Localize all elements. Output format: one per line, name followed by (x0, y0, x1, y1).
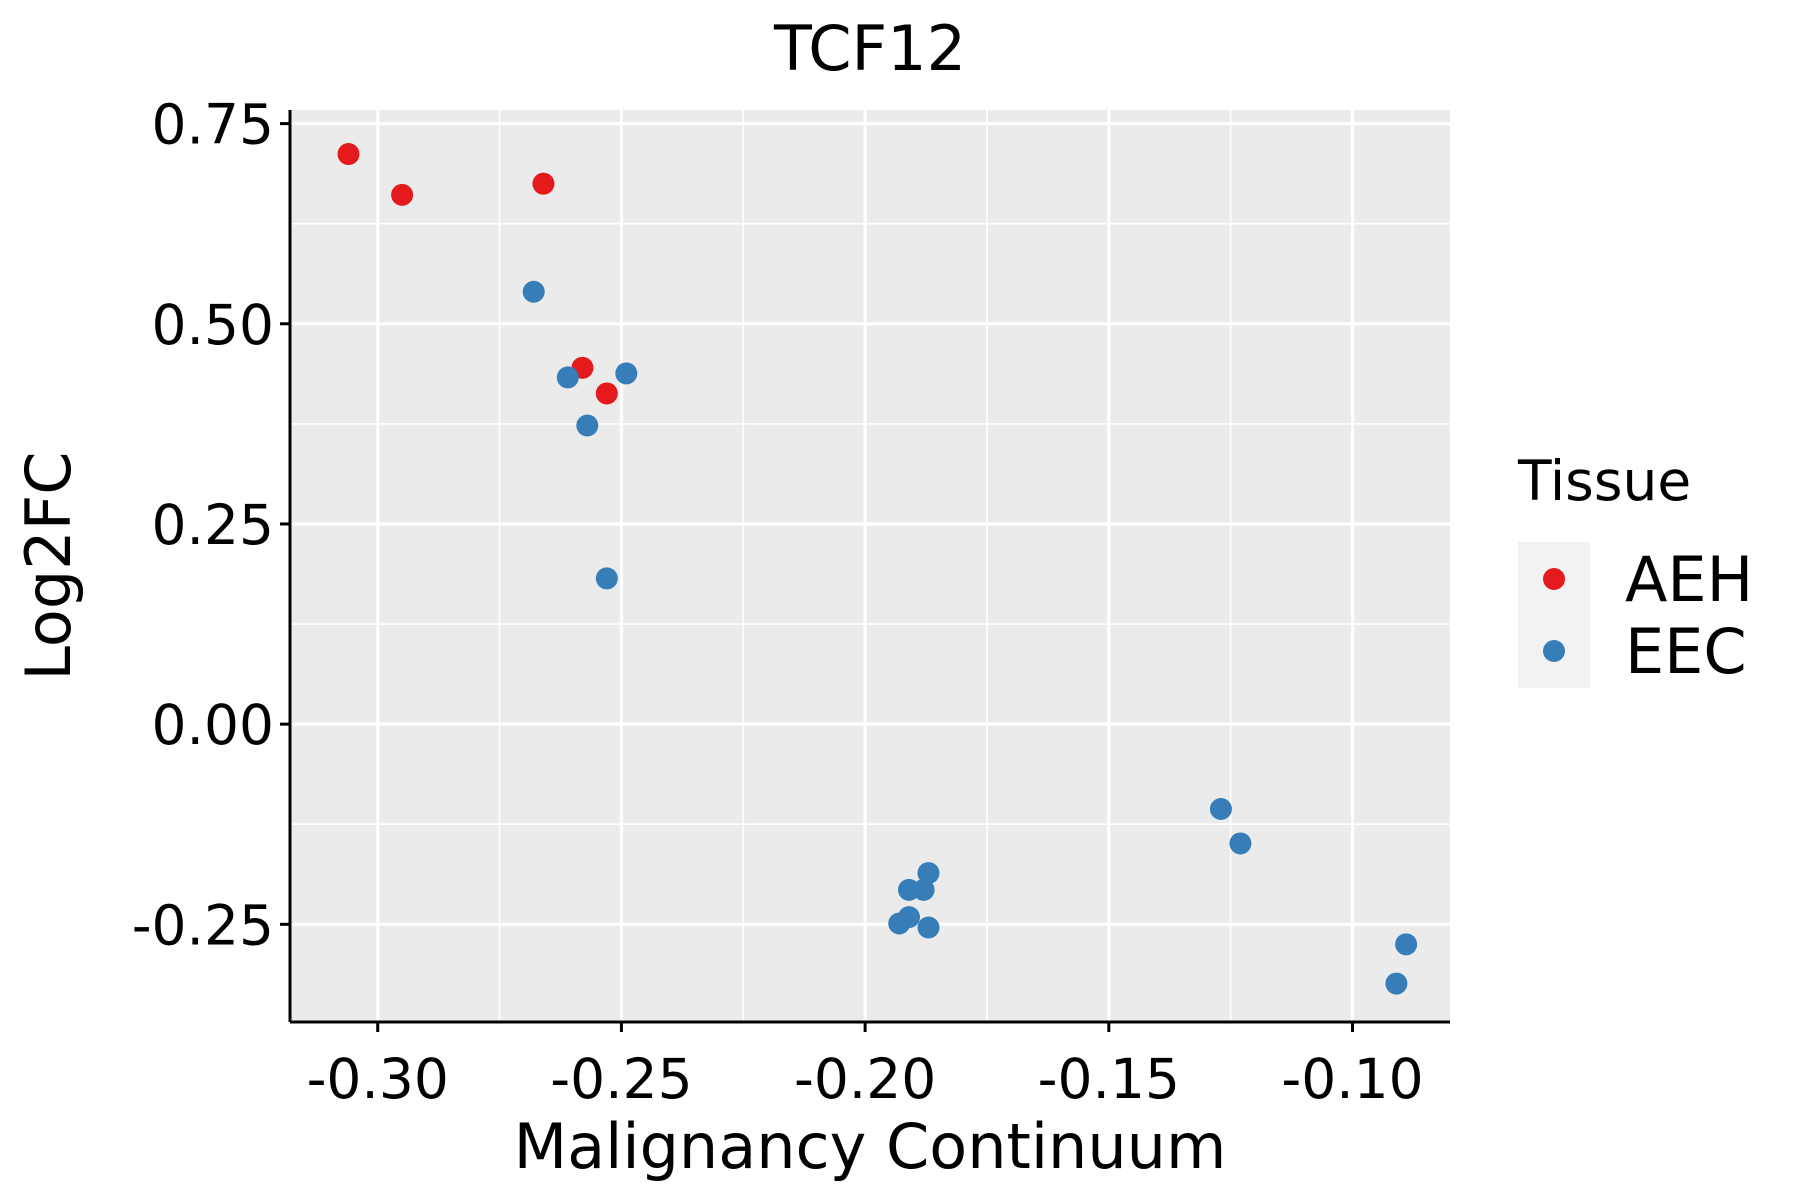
plot-panel (290, 110, 1450, 1022)
data-point-eec (917, 862, 940, 885)
data-point-eec (522, 280, 545, 303)
data-point-aeh (532, 172, 555, 195)
data-point-eec (917, 916, 940, 939)
data-point-eec (1229, 832, 1252, 855)
x-tick-label: -0.10 (1281, 1047, 1423, 1111)
data-point-eec (615, 362, 638, 385)
y-tick-label: 0.50 (152, 293, 274, 357)
legend-label-aeh: AEH (1625, 543, 1753, 616)
data-point-aeh (337, 143, 360, 166)
legend-key-background (1518, 542, 1590, 688)
data-point-eec (1209, 798, 1232, 821)
data-point-eec (576, 414, 599, 437)
y-tick-labels: -0.25 0.00 0.25 0.50 0.75 (132, 93, 274, 958)
y-tick-label: -0.25 (132, 893, 274, 957)
grid-lines (290, 110, 1450, 1022)
axis-ticks (280, 122, 1355, 1032)
y-axis-title: Log2FC (12, 451, 85, 680)
legend-key-aeh (1543, 568, 1565, 590)
legend-title: Tissue (1517, 449, 1691, 513)
x-tick-label: -0.30 (307, 1047, 449, 1111)
data-points (337, 143, 1418, 995)
x-tick-label: -0.15 (1038, 1047, 1180, 1111)
y-tick-label: 0.25 (152, 493, 274, 557)
x-tick-label: -0.20 (794, 1047, 936, 1111)
chart-title: TCF12 (773, 12, 966, 85)
legend-label-eec: EEC (1625, 615, 1747, 688)
x-tick-labels: -0.30 -0.25 -0.20 -0.15 -0.10 (307, 1047, 1424, 1111)
y-tick-label: 0.00 (152, 693, 274, 757)
data-point-aeh (391, 183, 414, 206)
data-point-eec (556, 366, 579, 389)
data-point-eec (897, 878, 920, 901)
data-point-eec (1395, 933, 1418, 956)
x-axis-title: Malignancy Continuum (514, 1110, 1227, 1183)
x-tick-label: -0.25 (550, 1047, 692, 1111)
data-point-eec (888, 912, 911, 935)
legend-key-eec (1543, 640, 1565, 662)
series-eec (522, 280, 1418, 995)
data-point-aeh (595, 382, 618, 405)
data-point-eec (595, 567, 618, 590)
y-tick-label: 0.75 (152, 93, 274, 157)
data-point-eec (1385, 972, 1408, 995)
series-aeh (337, 143, 618, 405)
